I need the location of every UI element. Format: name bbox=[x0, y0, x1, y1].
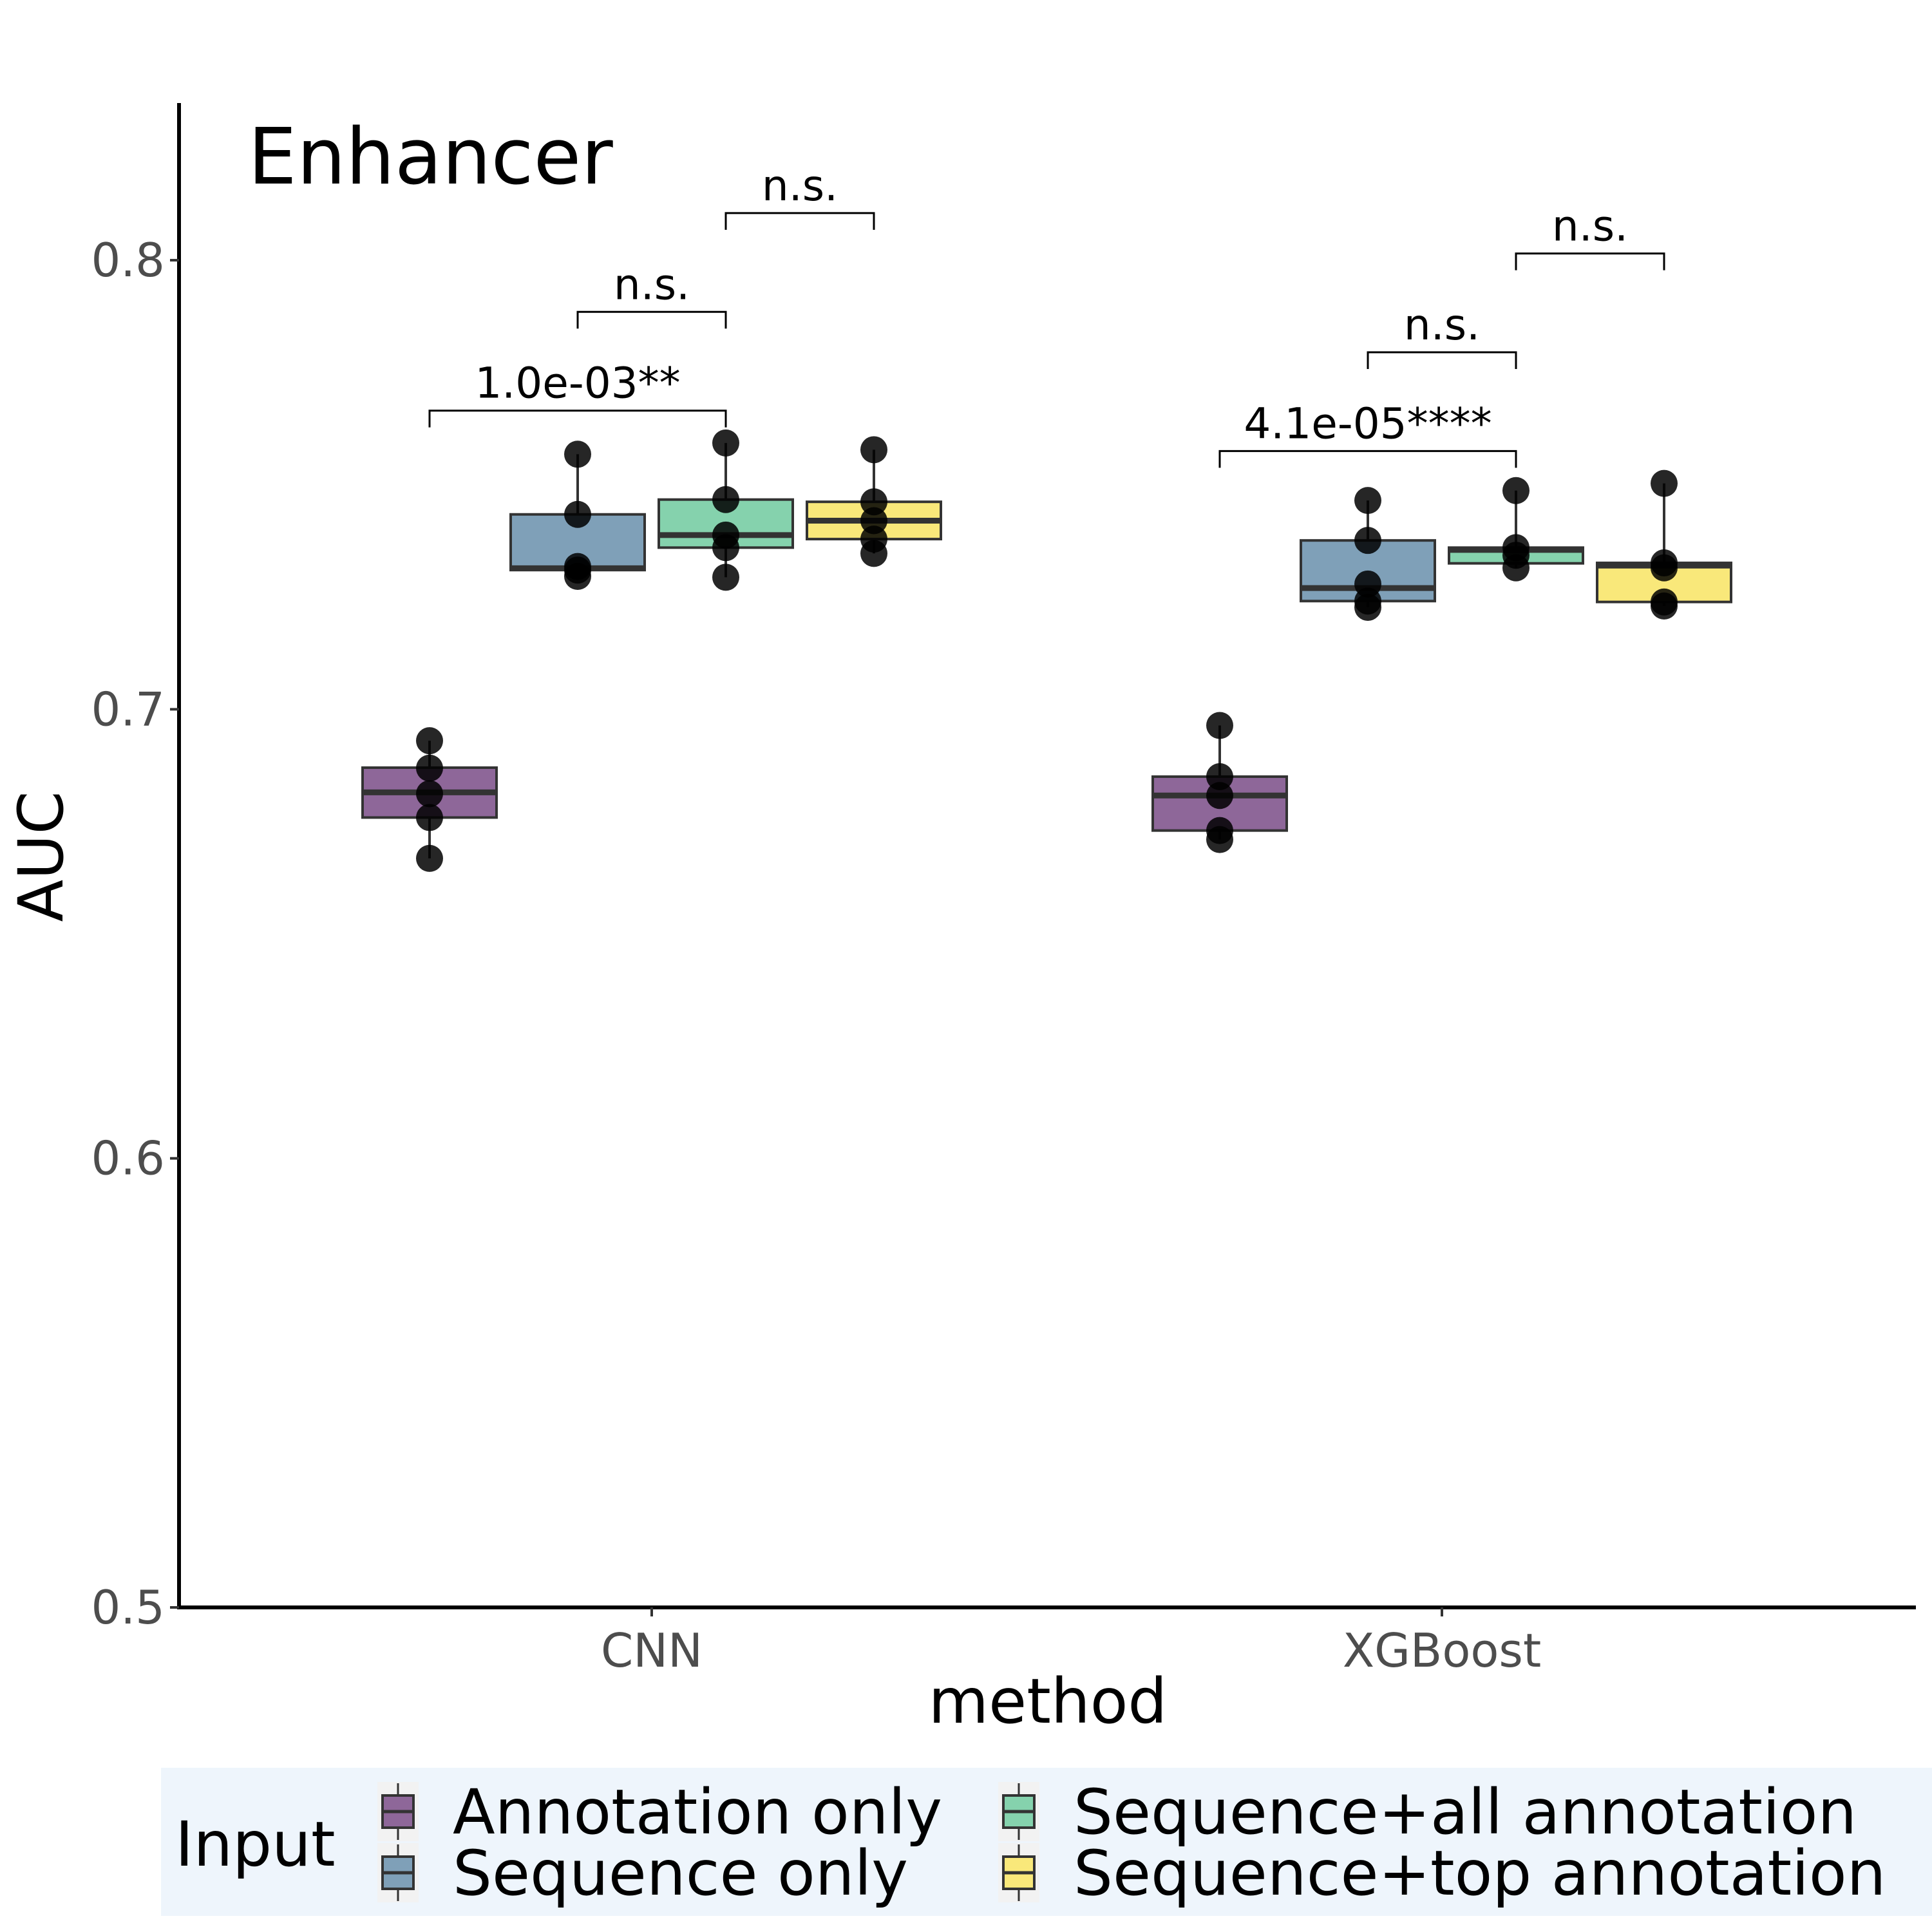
legend-title: Input bbox=[175, 1808, 336, 1880]
y-tick-label: 0.7 bbox=[91, 682, 165, 736]
data-point bbox=[1354, 527, 1381, 554]
legend-background bbox=[161, 1768, 1932, 1916]
legend-key bbox=[377, 1843, 419, 1902]
data-point bbox=[564, 553, 591, 580]
data-point bbox=[416, 754, 443, 782]
legend-key bbox=[998, 1782, 1039, 1841]
data-point bbox=[416, 844, 443, 872]
data-point bbox=[1206, 782, 1233, 810]
significance-label: n.s. bbox=[762, 161, 838, 211]
significance-bracket bbox=[1367, 351, 1517, 370]
data-point bbox=[1502, 477, 1530, 504]
legend-label: Sequence+top annotation bbox=[1074, 1837, 1886, 1909]
x-tick-label: XGBoost bbox=[1343, 1624, 1541, 1678]
x-tick-label: CNN bbox=[601, 1624, 703, 1678]
legend-key bbox=[998, 1843, 1039, 1902]
data-point bbox=[1651, 469, 1678, 497]
data-point bbox=[1651, 588, 1678, 616]
data-point bbox=[1354, 487, 1381, 515]
legend-label: Sequence only bbox=[453, 1837, 908, 1909]
y-tick-label: 0.6 bbox=[91, 1132, 165, 1186]
data-point bbox=[1354, 570, 1381, 598]
significance-bracket bbox=[428, 410, 727, 428]
data-point bbox=[712, 564, 739, 591]
data-point bbox=[1206, 762, 1233, 790]
data-point bbox=[1651, 549, 1678, 577]
significance-bracket bbox=[1515, 252, 1665, 270]
legend-label: Sequence+all annotation bbox=[1074, 1776, 1857, 1848]
significance-label: n.s. bbox=[1404, 300, 1480, 350]
y-axis-title: AUC bbox=[5, 791, 77, 922]
x-axis-title: method bbox=[929, 1665, 1168, 1738]
y-tick-label: 0.8 bbox=[91, 233, 165, 287]
significance-bracket bbox=[724, 212, 875, 230]
data-point bbox=[564, 440, 591, 468]
data-point bbox=[564, 500, 591, 528]
data-point bbox=[416, 780, 443, 808]
significance-bracket bbox=[1218, 450, 1517, 468]
chart-title: Enhancer bbox=[248, 113, 613, 202]
data-point bbox=[712, 521, 739, 549]
data-point bbox=[416, 727, 443, 755]
data-point bbox=[1206, 817, 1233, 844]
significance-label: 1.0e-03** bbox=[475, 359, 680, 408]
significance-label: n.s. bbox=[1552, 202, 1628, 251]
y-tick-label: 0.5 bbox=[91, 1580, 165, 1634]
data-point bbox=[1206, 712, 1233, 739]
data-point bbox=[860, 488, 887, 516]
significance-label: n.s. bbox=[614, 260, 690, 309]
data-point bbox=[1502, 534, 1530, 562]
significance-bracket bbox=[576, 310, 727, 329]
data-point bbox=[416, 804, 443, 831]
data-point bbox=[712, 429, 739, 457]
data-point bbox=[712, 486, 739, 513]
legend-label: Annotation only bbox=[453, 1776, 942, 1848]
significance-label: 4.1e-05**** bbox=[1244, 399, 1492, 448]
data-point bbox=[860, 507, 887, 535]
legend-key bbox=[377, 1782, 419, 1841]
data-point bbox=[860, 436, 887, 464]
